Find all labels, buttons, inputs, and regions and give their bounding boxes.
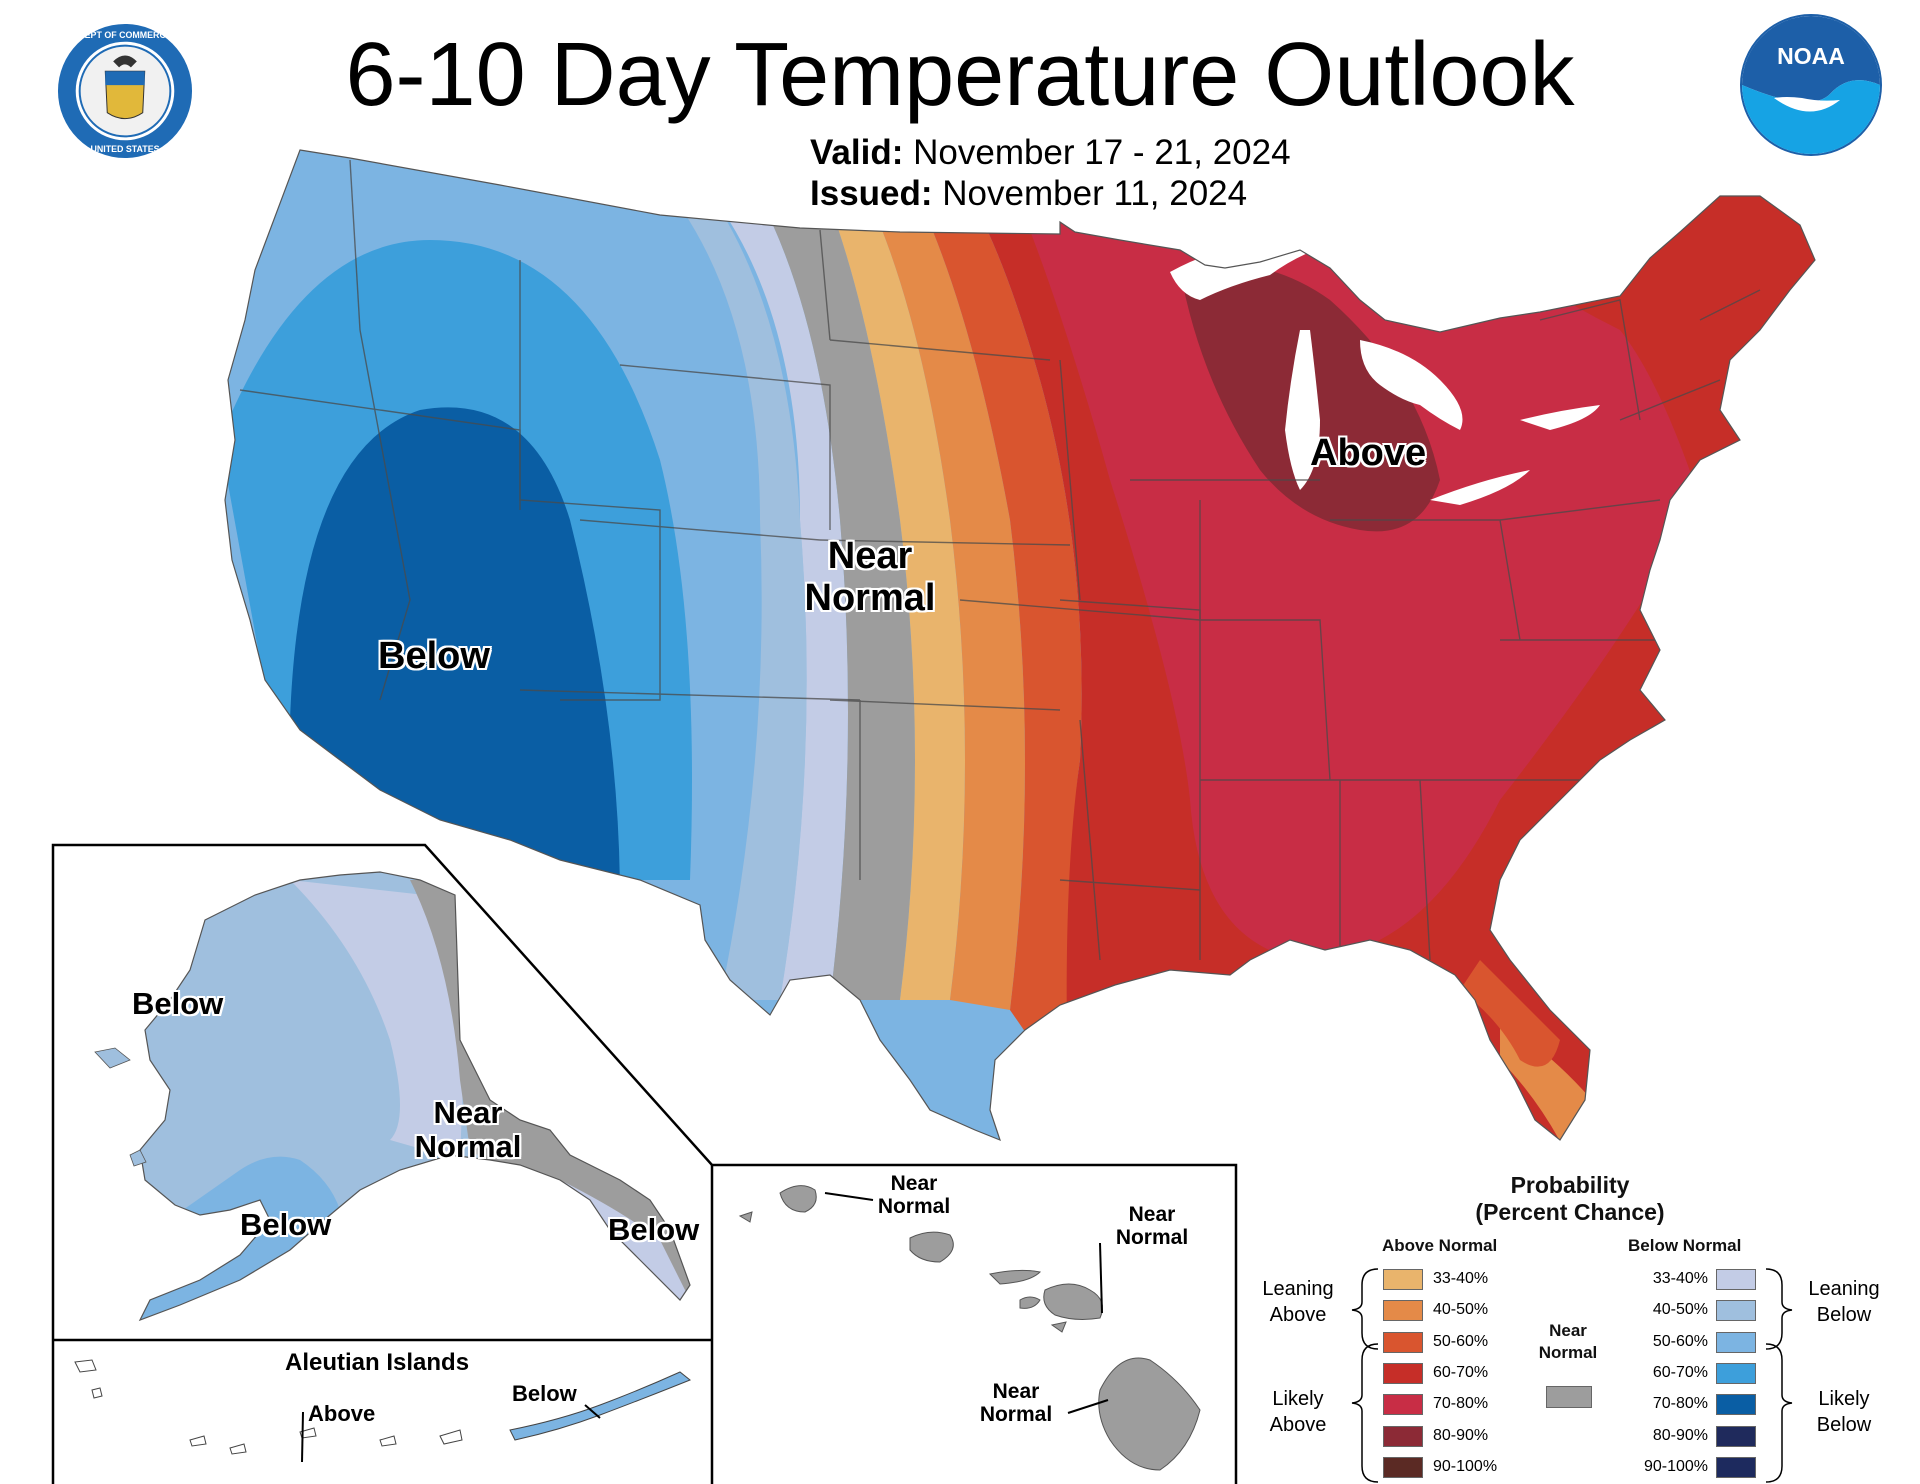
legend-below-swatch-2 <box>1716 1331 1756 1353</box>
commerce-seal-logo: DEPT OF COMMERCE UNITED STATES <box>57 23 193 159</box>
aleutian-islands <box>74 1359 463 1455</box>
hawaii-near-normal-label-b: Near Normal <box>1104 1203 1200 1249</box>
legend-likely-above: Likely Above <box>1246 1386 1350 1438</box>
valid-line: Valid: November 17 - 21, 2024 <box>810 133 1291 173</box>
legend-likely-above-line1: Likely <box>1272 1388 1324 1410</box>
legend-title-line2: (Percent Chance) <box>1475 1199 1665 1225</box>
hawaii-islands <box>738 1185 1201 1471</box>
hawaii-near-normal-label-a: Near Normal <box>866 1172 962 1218</box>
legend-below-label-4: 70-80% <box>1652 1395 1708 1413</box>
legend-likely-above-line2: Above <box>1269 1414 1327 1436</box>
noaa-logo: NOAA <box>1740 14 1882 156</box>
legend-near-normal-swatch <box>1546 1386 1592 1408</box>
legend-below-label-0: 33-40% <box>1652 1270 1708 1287</box>
legend-below-label-3: 60-70% <box>1652 1363 1708 1381</box>
legend-leaning-below: Leaning Below <box>1792 1276 1896 1328</box>
legend-above-label-0: 33-40% <box>1433 1270 1489 1287</box>
conus-near-label-line2: Normal <box>804 576 936 619</box>
legend-below-swatch-3 <box>1716 1362 1756 1384</box>
legend-above-label-6: 90-100% <box>1433 1457 1498 1475</box>
hawaii-near-a-line1: Near <box>890 1172 938 1195</box>
aleutian-above-label: Above <box>308 1401 376 1426</box>
alaska-near-normal-label: Near Normal <box>408 1095 528 1165</box>
legend-above-swatch-4 <box>1383 1394 1423 1416</box>
hawaii-near-normal-label-c: Near Normal <box>968 1380 1064 1426</box>
issued-label: Issued: <box>810 174 933 213</box>
legend-below-swatch-6 <box>1716 1456 1756 1478</box>
legend-below-label-1: 40-50% <box>1652 1301 1708 1319</box>
svg-text:DEPT OF COMMERCE: DEPT OF COMMERCE <box>78 30 172 40</box>
legend-above-label-1: 40-50% <box>1433 1301 1489 1319</box>
legend-above-swatch-1 <box>1383 1300 1423 1322</box>
hawaii-near-b-line1: Near <box>1128 1203 1176 1226</box>
page-title: 6-10 Day Temperature Outlook <box>345 25 1575 125</box>
legend-below-header: Below Normal <box>1628 1236 1742 1255</box>
legend-above-swatch-3 <box>1383 1362 1423 1384</box>
conus-near-label-line1: Near <box>827 535 913 577</box>
hawaii-near-b-line2: Normal <box>1115 1226 1189 1250</box>
legend-near-line2: Normal <box>1538 1343 1598 1363</box>
legend-below-swatch-5 <box>1716 1425 1756 1447</box>
alaska-near-line1: Near <box>433 1095 503 1130</box>
legend-above-label-2: 50-60% <box>1433 1332 1489 1350</box>
issued-value: November 11, 2024 <box>942 174 1248 213</box>
legend-leaning-below-line2: Below <box>1816 1304 1872 1326</box>
legend-likely-below-line1: Likely <box>1818 1388 1870 1410</box>
legend-likely-below-line2: Below <box>1816 1414 1872 1436</box>
legend-below-label-2: 50-60% <box>1652 1332 1708 1350</box>
legend-title-line1: Probability <box>1510 1172 1630 1198</box>
alaska-below-west-label: Below <box>132 986 224 1021</box>
aleutian-below-label: Below <box>512 1381 577 1406</box>
hawaii-near-a-line2: Normal <box>877 1195 951 1219</box>
legend-above-swatch-6 <box>1383 1456 1423 1478</box>
conus-above-label: Above <box>1310 432 1427 474</box>
conus-near-normal-label: Near Normal <box>800 535 940 620</box>
legend-leaning-above-line2: Above <box>1269 1304 1327 1326</box>
conus-below-label: Below <box>378 635 490 677</box>
hawaii-near-c-line1: Near <box>992 1380 1040 1403</box>
legend-title: Probability (Percent Chance) <box>1440 1172 1700 1226</box>
legend-leaning-above-line1: Leaning <box>1262 1278 1334 1300</box>
legend-above-label-3: 60-70% <box>1433 1363 1489 1381</box>
legend-leaning-below-line1: Leaning <box>1808 1278 1880 1300</box>
legend-below-label-6: 90-100% <box>1643 1457 1708 1475</box>
legend-below-swatch-4 <box>1716 1394 1756 1416</box>
aleutian-title: Aleutian Islands <box>285 1349 470 1376</box>
legend-brackets <box>1351 1268 1793 1483</box>
issued-line: Issued: November 11, 2024 <box>810 174 1247 214</box>
alaska-near-line2: Normal <box>414 1129 522 1165</box>
alaska-below-southeast-label: Below <box>608 1212 700 1247</box>
legend-above-header: Above Normal <box>1382 1236 1498 1255</box>
svg-text:UNITED STATES: UNITED STATES <box>90 144 159 154</box>
legend-below-swatch-1 <box>1716 1300 1756 1322</box>
legend-above-label-4: 70-80% <box>1433 1395 1489 1413</box>
legend-above-swatch-2 <box>1383 1331 1423 1353</box>
valid-label: Valid: <box>810 133 904 172</box>
legend-above-swatch-5 <box>1383 1425 1423 1447</box>
legend-likely-below: Likely Below <box>1792 1386 1896 1438</box>
legend-near-normal-label: Near Normal <box>1536 1320 1600 1364</box>
hawaii-near-c-line2: Normal <box>979 1403 1053 1427</box>
legend-below-swatch-0 <box>1716 1269 1756 1290</box>
alaska-below-south-label: Below <box>240 1207 332 1242</box>
svg-text:NOAA: NOAA <box>1777 43 1845 69</box>
legend-near-line1: Near <box>1549 1321 1587 1340</box>
valid-value: November 17 - 21, 2024 <box>913 133 1291 172</box>
legend-below-label-5: 80-90% <box>1652 1426 1708 1444</box>
legend-leaning-above: Leaning Above <box>1246 1276 1350 1328</box>
legend-above-label-5: 80-90% <box>1433 1426 1489 1444</box>
legend-above-swatch-0 <box>1383 1269 1423 1290</box>
